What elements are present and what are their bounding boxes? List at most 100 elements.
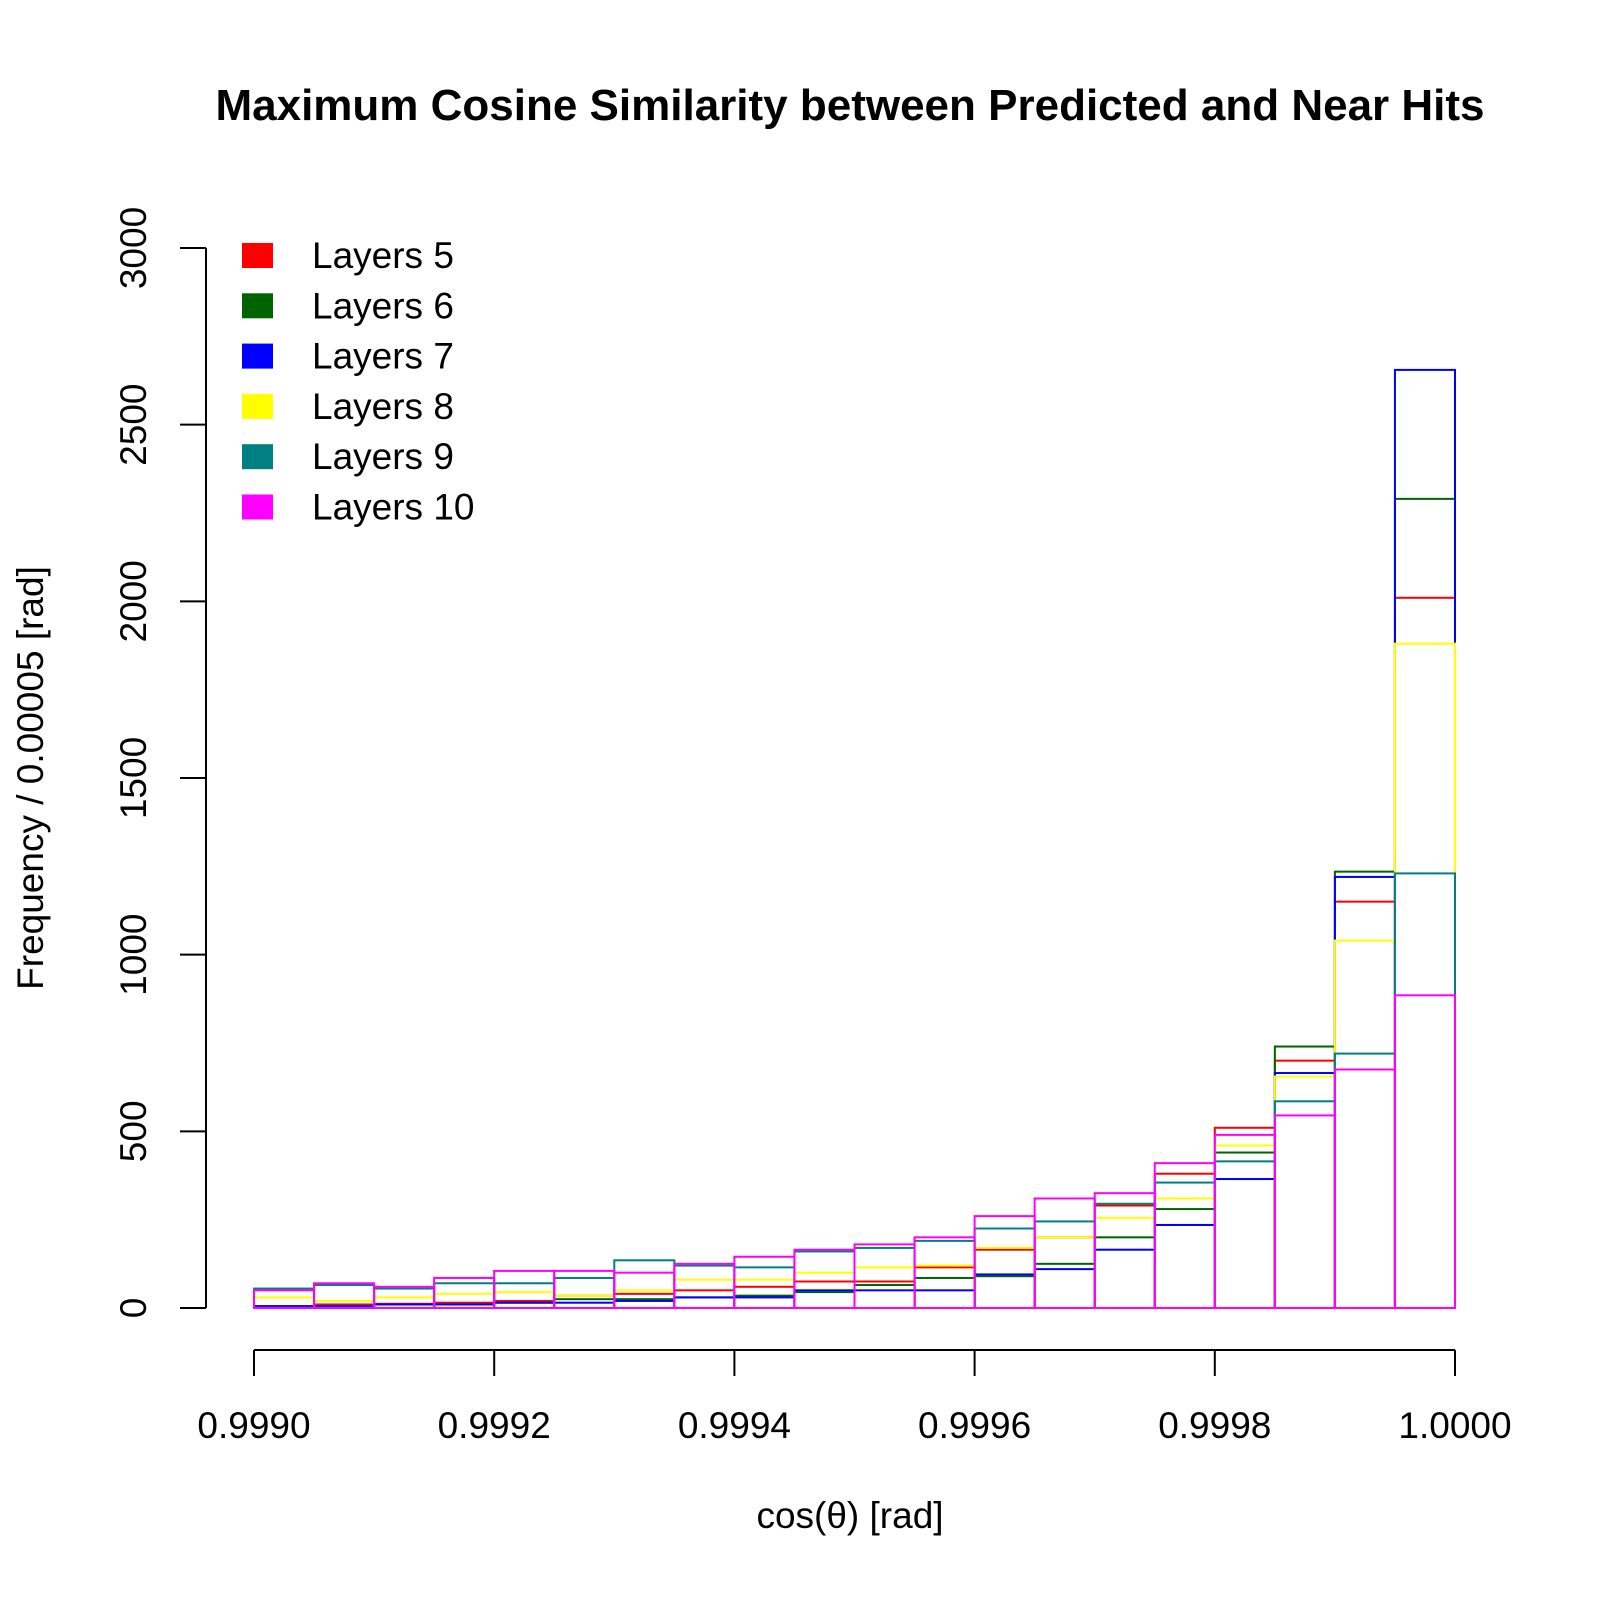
histogram-bar (1153, 1162, 1216, 1309)
histogram-bar (1213, 1144, 1276, 1310)
histogram-bar (1273, 1114, 1336, 1310)
y-tick-label: 1500 (113, 737, 154, 819)
histogram-bar (1393, 368, 1456, 1309)
legend-swatch (242, 243, 273, 268)
histogram-bar (1333, 875, 1396, 1310)
histogram-bar (853, 1284, 916, 1309)
chart-title: Maximum Cosine Similarity between Predic… (215, 81, 1484, 130)
histogram-bar (1033, 1197, 1096, 1310)
histogram-bar (1153, 1181, 1216, 1309)
legend: Layers 5 Layers 6 Layers 7 Layers 8 Layers 9… (242, 235, 475, 528)
y-tick-label: 500 (113, 1100, 154, 1162)
histogram-bar (1213, 1126, 1276, 1310)
x-tick-label: 0.9992 (438, 1405, 551, 1446)
histogram-bar (1213, 1160, 1276, 1310)
x-tick-label: 0.9990 (197, 1405, 310, 1446)
histogram-bar (1333, 900, 1396, 1310)
histogram-bar (733, 1278, 796, 1309)
histogram-bar (853, 1266, 916, 1310)
y-tick-label: 2000 (113, 560, 154, 642)
histogram-bar (913, 1236, 976, 1310)
histogram-bar (1333, 870, 1396, 1310)
histogram-bar (973, 1246, 1036, 1310)
histogram-bar (1273, 1072, 1336, 1309)
legend-label: Layers 10 (312, 487, 475, 528)
histogram-bar (673, 1262, 736, 1310)
y-tick-label: 3000 (113, 207, 154, 289)
histogram-bar (1333, 939, 1396, 1309)
histogram-bar (733, 1296, 796, 1310)
legend-label: Layers 6 (312, 285, 454, 326)
histogram-bar (1033, 1236, 1096, 1310)
histogram-bar (1093, 1216, 1156, 1310)
histogram-bar (1273, 1059, 1336, 1309)
histogram-bar (853, 1246, 916, 1310)
histogram-bar (733, 1255, 796, 1310)
y-tick-label: 1000 (113, 914, 154, 996)
histogram-bar (493, 1282, 556, 1310)
histogram-bar (973, 1273, 1036, 1310)
x-tick-label: 0.9998 (1158, 1405, 1271, 1446)
histogram-bar (973, 1248, 1036, 1309)
histogram-bar (1033, 1262, 1096, 1310)
histogram-bar (793, 1280, 856, 1309)
histogram-bar (793, 1291, 856, 1309)
x-axis: 0.9990 0.9992 0.9994 0.9996 0.9998 1.0000 (197, 1349, 1512, 1446)
histogram-bar (673, 1278, 736, 1309)
legend-swatch (242, 343, 273, 369)
histogram-bar (913, 1289, 976, 1310)
histogram-bar (1393, 497, 1456, 1310)
legend-label: Layers 7 (312, 336, 454, 377)
y-tick-label: 0 (113, 1298, 154, 1319)
histogram-bar (613, 1299, 676, 1310)
legend-label: Layers 5 (312, 235, 454, 276)
histogram-bar (673, 1296, 736, 1310)
histogram-bar (853, 1289, 916, 1310)
histogram-bar (913, 1276, 976, 1310)
histogram-bar (913, 1266, 976, 1310)
histogram-bar (1153, 1172, 1216, 1309)
histogram-bar (853, 1243, 916, 1310)
histogram-bar (673, 1264, 736, 1309)
legend-swatch (242, 444, 273, 470)
y-axis-label: Frequency / 0.00005 [rad] (10, 566, 51, 990)
histogram-bar (973, 1227, 1036, 1309)
y-tick-label: 2500 (113, 384, 154, 466)
histogram-series (253, 368, 1456, 1310)
legend-swatch (242, 494, 273, 520)
histogram-bar (1093, 1248, 1156, 1309)
histogram-bar (1393, 596, 1456, 1309)
histogram-bar (673, 1296, 736, 1310)
histogram-bar (973, 1215, 1036, 1309)
histogram-bar (1273, 1075, 1336, 1309)
histogram-bar (1333, 1052, 1396, 1309)
histogram-bar (433, 1292, 496, 1310)
histogram-bar (1273, 1100, 1336, 1310)
histogram-bar (1093, 1202, 1156, 1310)
histogram-bar (373, 1296, 436, 1310)
legend-swatch (242, 393, 273, 419)
legend-label: Layers 8 (312, 386, 454, 427)
histogram-bar (913, 1239, 976, 1310)
histogram-bar (673, 1289, 736, 1310)
legend-label: Layers 9 (312, 436, 454, 477)
x-tick-label: 0.9996 (918, 1405, 1031, 1446)
histogram-bar (1393, 872, 1456, 1310)
histogram-bar (1033, 1268, 1096, 1309)
x-tick-label: 1.0000 (1398, 1405, 1511, 1446)
y-axis: 0 500 1000 1500 2000 2500 3000 (113, 207, 207, 1319)
histogram-bar (1213, 1178, 1276, 1309)
histogram-bar (1393, 642, 1456, 1309)
x-tick-label: 0.9994 (678, 1405, 791, 1446)
histogram-bar (1273, 1045, 1336, 1309)
histogram-bar (793, 1250, 856, 1310)
histogram-bar (1153, 1197, 1216, 1310)
histogram-bar (793, 1248, 856, 1309)
histogram-bar (1393, 994, 1456, 1309)
histogram-bar (913, 1264, 976, 1309)
x-axis-label: cos(θ) [rad] (756, 1495, 943, 1536)
histogram-bar (1333, 1068, 1396, 1309)
histogram-bar (973, 1275, 1036, 1309)
histogram-bar (1213, 1151, 1276, 1309)
histogram-bar (1093, 1236, 1156, 1310)
